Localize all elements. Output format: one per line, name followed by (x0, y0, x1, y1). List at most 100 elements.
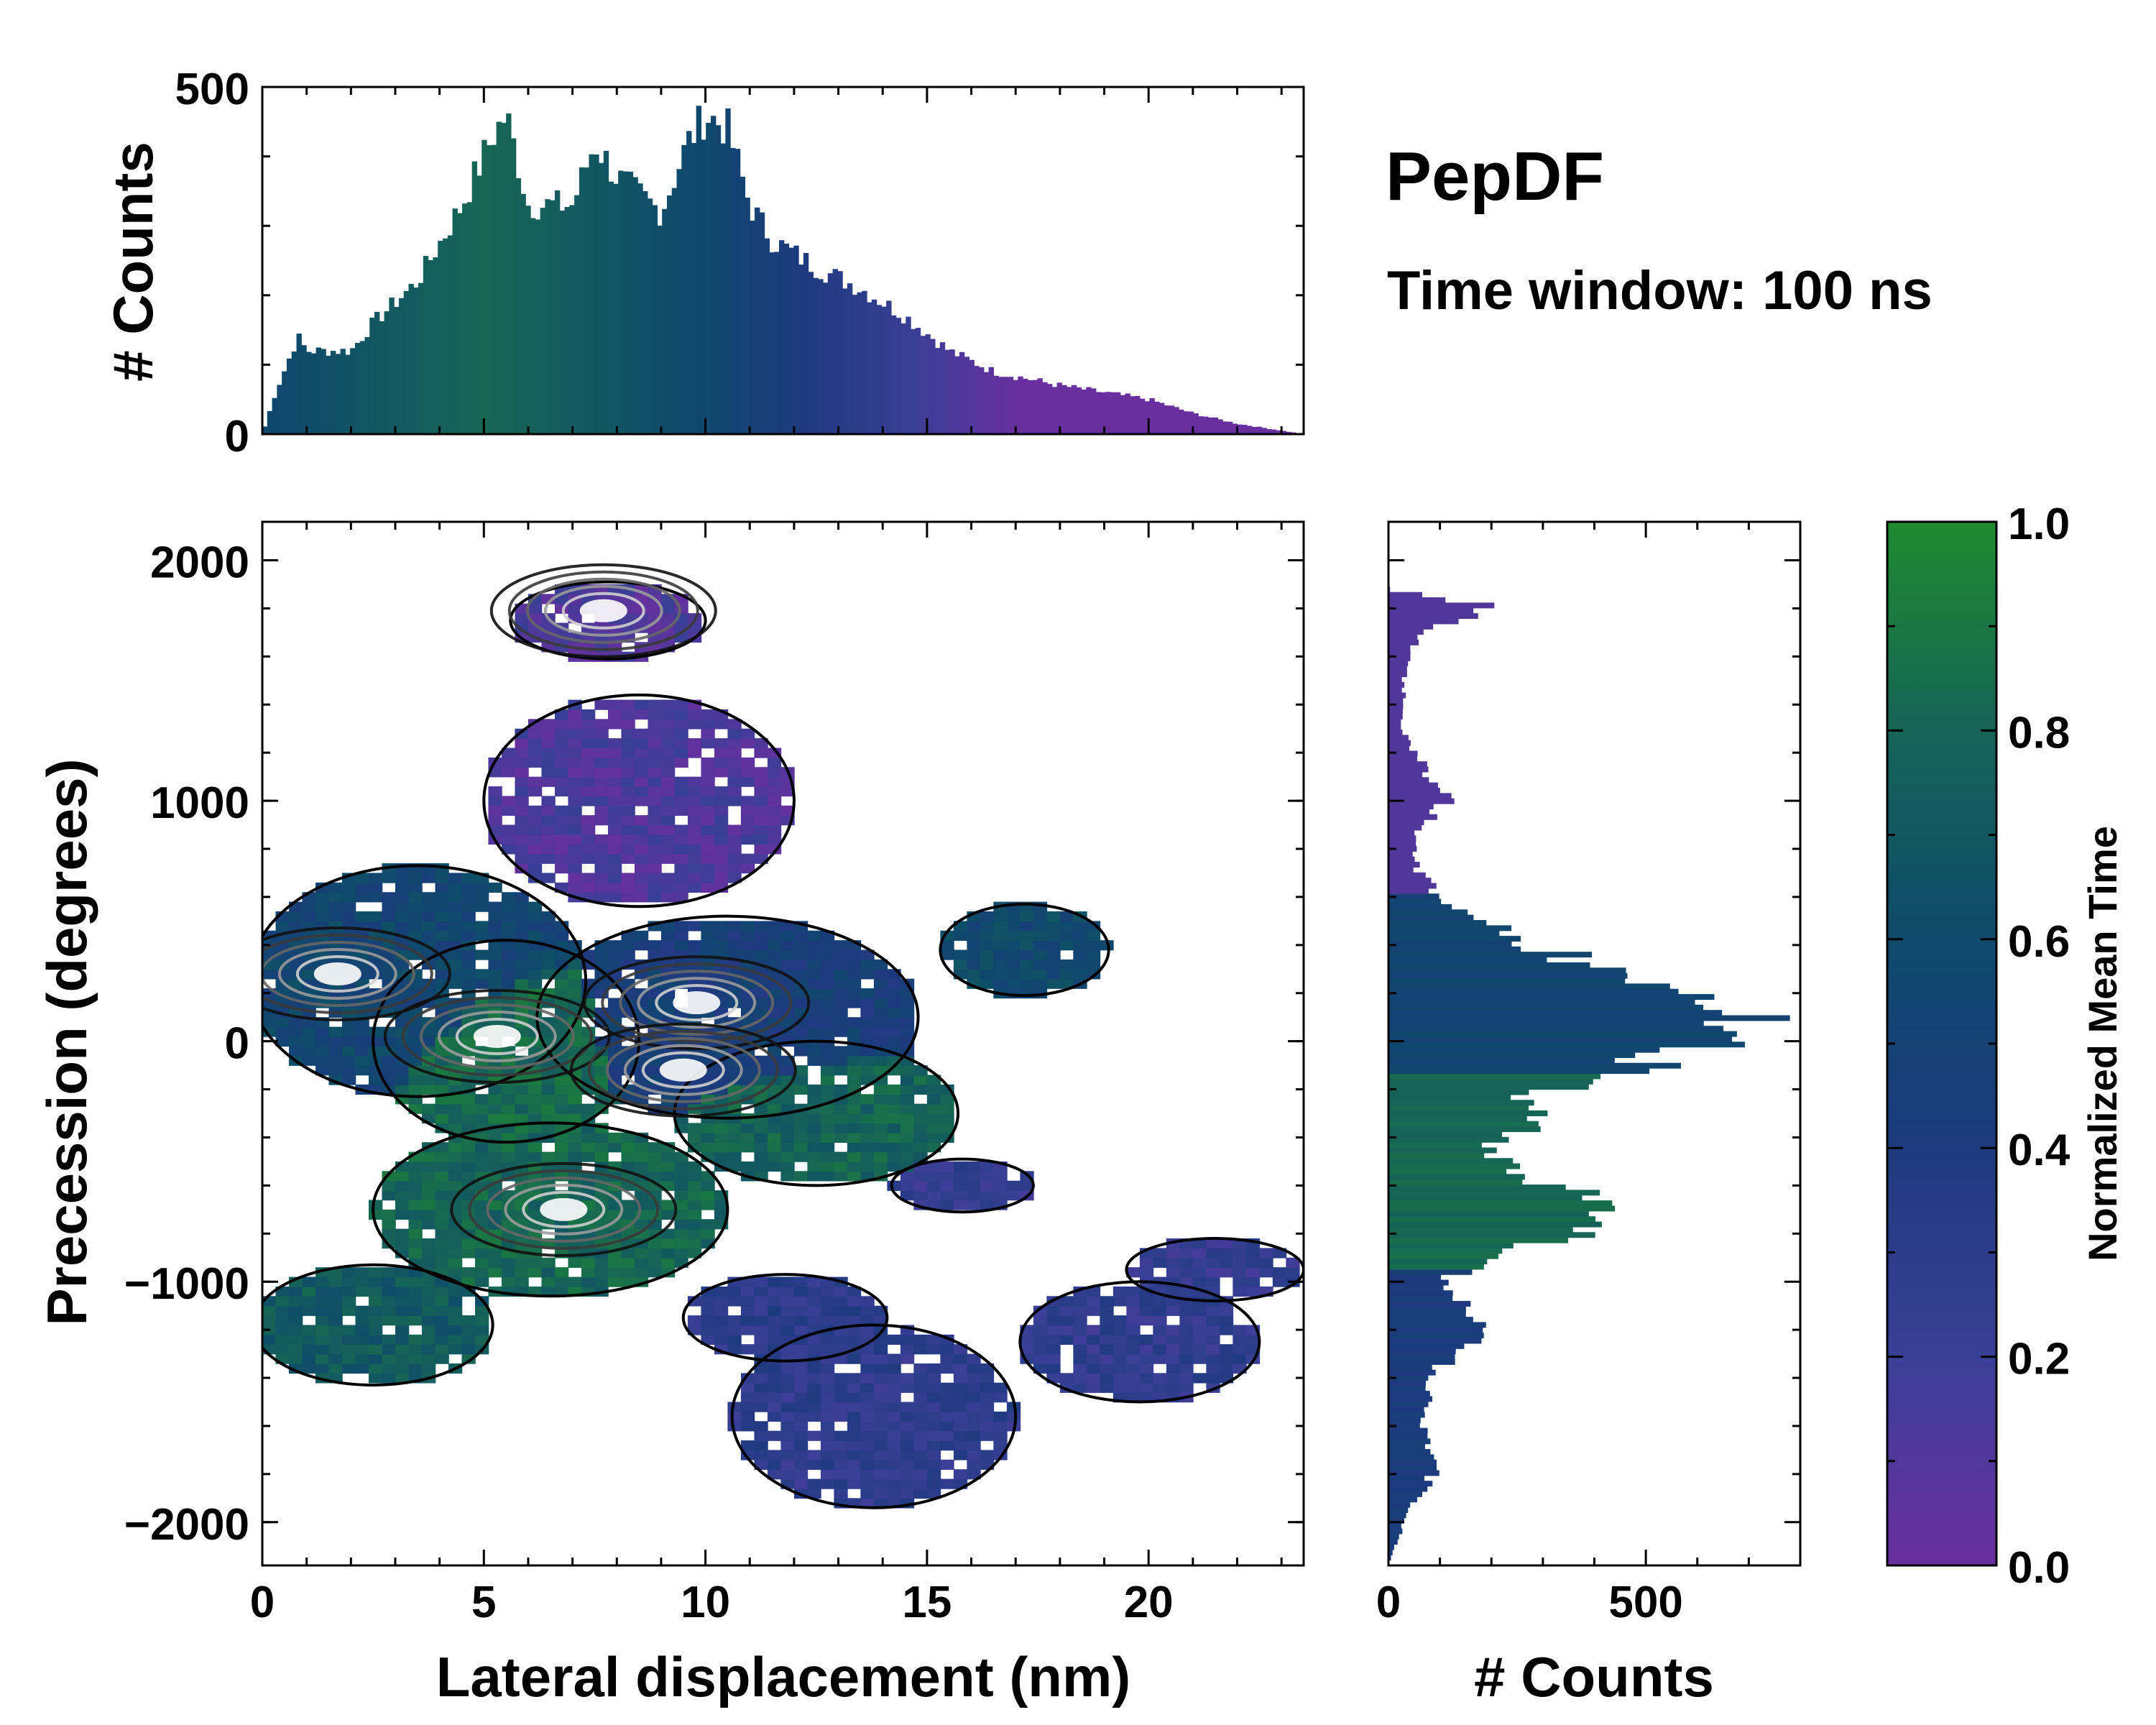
heatmap-cell (501, 1151, 516, 1162)
right-histogram-bar (1388, 1438, 1431, 1445)
heatmap-cell (448, 930, 463, 941)
heatmap-cell (873, 1478, 888, 1489)
heatmap-cell (820, 1103, 835, 1114)
heatmap-cell (780, 1151, 795, 1162)
heatmap-cell (368, 873, 383, 883)
heatmap-cell (541, 719, 556, 730)
heatmap-cell (847, 1440, 862, 1451)
heatmap-cell (1059, 911, 1074, 922)
heatmap-cell (820, 1459, 835, 1470)
heatmap-cell (780, 1113, 795, 1124)
heatmap-cell (754, 1305, 768, 1316)
heatmap-cell (873, 1353, 888, 1364)
heatmap-cell (1233, 1353, 1247, 1364)
heatmap-cell (834, 1469, 848, 1480)
heatmap-cell (714, 1334, 729, 1346)
heatmap-cell (421, 1161, 436, 1172)
top-histogram-bar (964, 356, 970, 434)
right-histogram-bar (1388, 676, 1402, 683)
heatmap-cell (568, 1132, 582, 1143)
heatmap-cell (767, 1334, 782, 1346)
heatmap-cell (607, 1190, 622, 1201)
heatmap-cell (448, 1228, 463, 1239)
right-histogram-bar (1388, 1136, 1509, 1143)
heatmap-cell (926, 1344, 941, 1355)
heatmap-cell (315, 911, 330, 922)
heatmap-cell (528, 757, 543, 768)
heatmap-cell (1073, 1344, 1087, 1355)
heatmap-cell (408, 901, 423, 912)
heatmap-cell (1233, 1257, 1247, 1268)
heatmap-cell (634, 882, 649, 893)
heatmap-cell (687, 921, 702, 932)
heatmap-cell (515, 901, 529, 912)
top-histogram-bar (340, 349, 346, 434)
heatmap-cell (634, 1248, 649, 1259)
right-histogram-bars (1388, 586, 1790, 1566)
heatmap-cell (714, 844, 729, 855)
heatmap-cell (900, 998, 915, 1008)
heatmap-cell (674, 805, 688, 816)
heatmap-cell (581, 767, 596, 778)
heatmap-cell (355, 1334, 369, 1346)
top-histogram-bar (983, 372, 990, 434)
heatmap-cell (474, 1267, 489, 1278)
heatmap-cell (660, 882, 676, 893)
right-histogram-bar (1388, 1501, 1411, 1508)
heatmap-cell (873, 1123, 888, 1133)
heatmap-cell (607, 796, 622, 806)
heatmap-cell (847, 1430, 862, 1441)
heatmap-cell (820, 1065, 835, 1076)
heatmap-cell (701, 1132, 715, 1143)
heatmap-cell (581, 815, 596, 826)
heatmap-cell (448, 1344, 463, 1355)
heatmap-cell (754, 988, 768, 999)
heatmap-cell (581, 1276, 596, 1287)
heatmap-cell (727, 824, 742, 835)
heatmap-cell (660, 776, 676, 787)
heatmap-cell (621, 767, 635, 778)
heatmap-cell (448, 1180, 463, 1191)
heatmap-cell (727, 1315, 742, 1326)
heatmap-cell (488, 1142, 502, 1153)
heatmap-cell (714, 815, 729, 826)
heatmap-cell (315, 1296, 330, 1307)
top-histogram-bar (998, 377, 1004, 434)
heatmap-cell (834, 1055, 848, 1066)
heatmap-cell (701, 844, 715, 855)
heatmap-cell (528, 901, 543, 912)
heatmap-cell (581, 873, 596, 883)
heatmap-cell (940, 1411, 954, 1422)
heatmap-cell (541, 1286, 556, 1297)
heatmap-cell (515, 853, 529, 864)
heatmap-cell (288, 1046, 303, 1057)
top-histogram-bar (315, 347, 321, 434)
heatmap-cell (568, 873, 582, 883)
heatmap-cell (634, 1142, 649, 1153)
heatmap-cell (887, 1440, 901, 1451)
heatmap-cell (554, 1094, 569, 1105)
right-histogram-bar (1388, 988, 1679, 995)
heatmap-cell (315, 901, 330, 912)
right-histogram-bar (1388, 788, 1440, 794)
heatmap-cell (1112, 1373, 1128, 1384)
heatmap-cell (993, 1382, 1008, 1393)
top-histogram-bar (1149, 398, 1155, 434)
heatmap-cell (328, 882, 343, 893)
top-histogram-bar (862, 290, 867, 434)
heatmap-cell (648, 757, 662, 768)
heatmap-cell (701, 796, 715, 806)
heatmap-cell (820, 1046, 835, 1057)
top-histogram-bar (535, 219, 541, 434)
right-histogram-bar (1388, 735, 1409, 741)
colorbar-gradient (1887, 522, 1996, 1565)
heatmap-cell (873, 1036, 888, 1047)
heatmap-cell (568, 844, 582, 855)
heatmap-cell (541, 728, 556, 739)
right-histogram-bar (1388, 1327, 1483, 1333)
heatmap-cell (660, 1151, 676, 1162)
heatmap-cell (993, 1421, 1008, 1432)
heatmap-cell (474, 1161, 489, 1172)
heatmap-cell (993, 978, 1008, 989)
heatmap-cell (435, 892, 449, 903)
